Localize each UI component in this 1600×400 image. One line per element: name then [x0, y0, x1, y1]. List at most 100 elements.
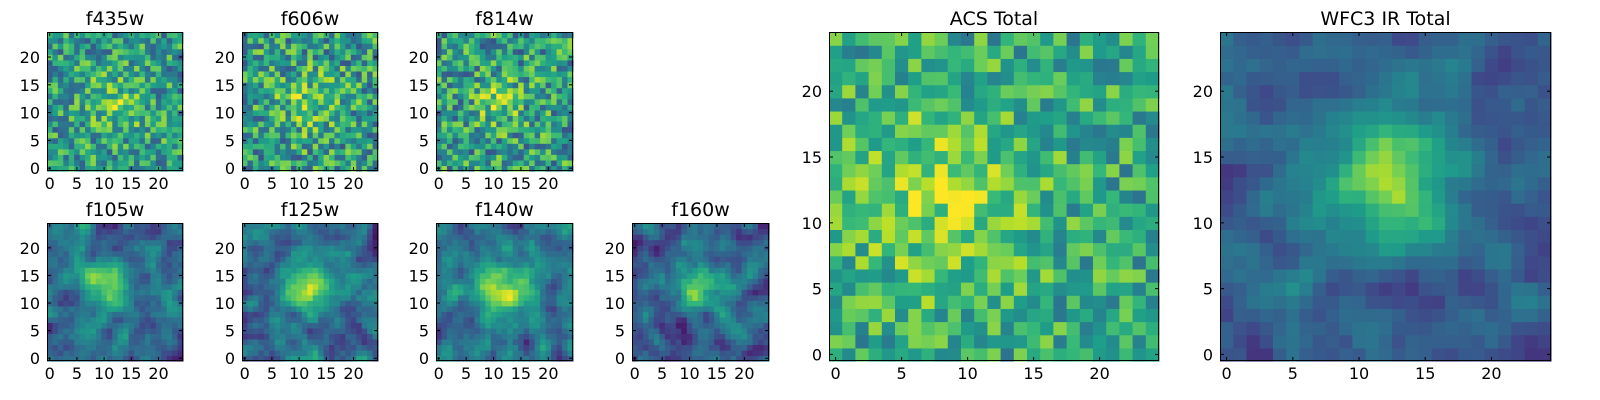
heatmap-cell [1119, 203, 1134, 217]
heatmap-cell [441, 289, 448, 296]
heatmap-cell [441, 344, 448, 351]
heatmap-cell [150, 159, 157, 167]
heatmap-cell [112, 234, 119, 241]
heatmap-cell [446, 239, 454, 246]
heatmap-cell [562, 115, 569, 122]
heatmap-cell [540, 59, 547, 66]
heatmap-cell [540, 143, 547, 150]
heatmap-cell [436, 143, 443, 150]
heatmap-cell [263, 120, 270, 128]
heatmap-cell [974, 321, 988, 336]
heatmap-cell [540, 54, 547, 61]
heatmap-cell [134, 82, 141, 89]
heatmap-cell [664, 245, 671, 252]
heatmap-cell [490, 143, 497, 150]
heatmap-cell [372, 132, 379, 139]
heatmap-cell [540, 37, 547, 44]
heatmap-cell [296, 98, 303, 105]
heatmap-cell [468, 48, 475, 55]
heatmap-cell [664, 267, 671, 274]
heatmap-cell [1079, 321, 1094, 336]
heatmap-cell [345, 165, 352, 172]
heatmap-cell [681, 283, 688, 290]
heatmap-cell [112, 115, 119, 122]
heatmap-cell [106, 228, 113, 235]
heatmap-cell [529, 37, 536, 44]
heatmap-cell [637, 245, 644, 252]
heatmap-cell [842, 216, 856, 230]
heatmap-cell [562, 223, 569, 230]
heatmap-cell [252, 223, 259, 230]
heatmap-cell [356, 137, 363, 144]
heatmap-cell [134, 137, 141, 144]
heatmap-cell [947, 203, 962, 217]
heatmap-cell [63, 70, 70, 78]
heatmap-cell [296, 70, 303, 78]
heatmap-cell [52, 338, 59, 346]
heatmap-cell [664, 278, 671, 285]
heatmap-cell [372, 261, 379, 268]
heatmap-cell [908, 308, 922, 323]
heatmap-cell [367, 228, 374, 235]
heatmap-cell [155, 256, 162, 263]
heatmap-cell [562, 250, 569, 257]
heatmap-cell [101, 82, 108, 89]
heatmap-cell [128, 54, 135, 61]
heatmap-cell [868, 216, 883, 230]
heatmap-cell [829, 334, 843, 349]
heatmap-cell [567, 43, 574, 50]
heatmap-cell [947, 255, 962, 270]
heatmap-cell [648, 278, 655, 285]
heatmap-cell [708, 338, 715, 346]
heatmap-cell [741, 300, 748, 307]
heatmap-cell [518, 283, 525, 290]
heatmap-cell [172, 82, 179, 89]
heatmap-cell [730, 327, 737, 334]
heatmap-cell [280, 300, 287, 307]
heatmap-cell [90, 289, 97, 296]
heatmap-cells [436, 223, 574, 362]
heatmap-cell [697, 283, 704, 290]
heatmap-cell [329, 48, 336, 55]
heatmap-cell [670, 349, 677, 357]
heatmap-cell [441, 261, 448, 268]
heatmap-cell [334, 154, 341, 161]
heatmap-cell [529, 228, 536, 235]
heatmap-cell [895, 176, 909, 191]
heatmap-cell [436, 311, 443, 318]
heatmap-cell [74, 344, 81, 351]
heatmap-cell [85, 87, 92, 94]
heatmap-cell [512, 70, 519, 78]
heatmap-cell [68, 245, 75, 252]
heatmap-cell [301, 37, 308, 44]
heatmap-cell [63, 294, 70, 301]
heatmap-cell [485, 37, 492, 44]
heatmap-cell [329, 294, 336, 301]
heatmap-cell [545, 228, 552, 235]
heatmap-cell [648, 338, 655, 346]
heatmap-cell [68, 322, 75, 329]
heatmap-cell [545, 120, 552, 128]
heatmap-cell [345, 228, 352, 235]
heatmap-cell [52, 82, 59, 89]
heatmap-cell [367, 289, 374, 296]
heatmap-cell [139, 148, 146, 155]
heatmap-cell [166, 165, 173, 172]
heatmap-cell [274, 305, 281, 312]
heatmap-cell [290, 250, 297, 257]
heatmap-cell [490, 311, 497, 318]
heatmap-cell [741, 333, 748, 340]
heatmap-cell [518, 43, 525, 50]
heatmap-cell [285, 104, 292, 111]
heatmap-cell [452, 316, 459, 323]
heatmap-cell [269, 344, 276, 351]
heatmap-cell [446, 311, 454, 318]
heatmap-cell [529, 245, 536, 252]
heatmap-cell [485, 311, 492, 318]
heatmap-cell [1013, 242, 1028, 257]
heatmap-cell [868, 334, 883, 349]
heatmap-cell [1053, 321, 1068, 336]
heatmap-cell [85, 43, 92, 50]
y-tick-label: 10 [20, 294, 40, 313]
heatmap-cell [285, 143, 292, 150]
